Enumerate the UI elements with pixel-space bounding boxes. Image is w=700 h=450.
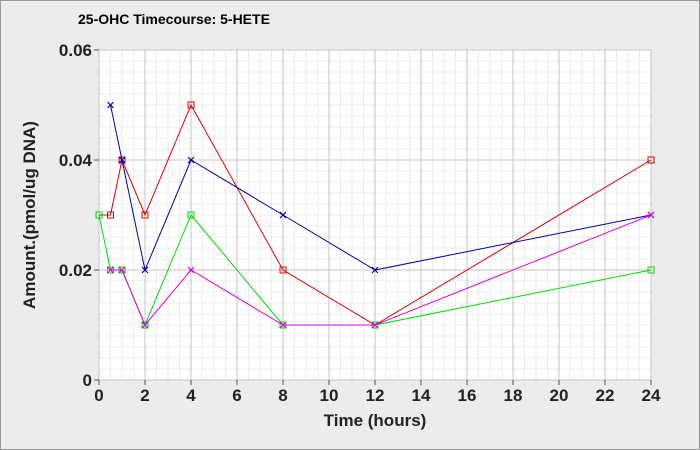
x-tick-label: 14 — [412, 386, 431, 405]
y-tick-label: 0.04 — [59, 151, 93, 170]
x-tick-label: 16 — [458, 386, 477, 405]
data-point — [371, 266, 379, 274]
x-tick-label: 8 — [278, 386, 287, 405]
x-axis-ticks: 0 2 4 6 8 10 12 14 16 18 20 22 24 — [94, 380, 661, 405]
data-point — [187, 156, 195, 164]
data-point — [118, 156, 126, 164]
data-point — [95, 211, 103, 219]
data-point — [187, 266, 195, 274]
data-point — [647, 266, 655, 274]
series-line — [99, 103, 652, 326]
x-tick-label: 12 — [366, 386, 385, 405]
data-point — [647, 211, 655, 219]
x-tick-label: 2 — [140, 386, 149, 405]
data-point — [107, 266, 114, 274]
series-3 — [107, 101, 655, 274]
x-tick-label: 18 — [504, 386, 523, 405]
data-point — [107, 211, 114, 219]
chart-title: 25-OHC Timecourse: 5-HETE — [78, 11, 270, 27]
data-point — [187, 101, 195, 109]
series-layer — [95, 101, 655, 329]
data-point — [118, 266, 126, 274]
data-point — [141, 321, 149, 329]
x-axis-label: Time (hours) — [324, 411, 427, 430]
x-tick-label: 24 — [642, 386, 661, 405]
data-point — [107, 101, 114, 109]
data-point — [279, 266, 287, 274]
series-4 — [107, 211, 655, 329]
data-point — [279, 321, 287, 329]
x-tick-label: 6 — [232, 386, 241, 405]
data-point — [371, 321, 379, 329]
data-point — [279, 211, 287, 219]
y-axis-ticks: 0 0.02 0.04 0.06 — [59, 41, 99, 390]
x-tick-label: 20 — [550, 386, 569, 405]
x-tick-label: 4 — [186, 386, 196, 405]
y-tick-label: 0.06 — [59, 41, 92, 60]
y-axis-label: Amount.(pmol/ug DNA) — [20, 121, 39, 309]
x-tick-label: 22 — [596, 386, 615, 405]
data-point — [141, 211, 149, 219]
data-point — [118, 156, 126, 164]
data-point — [187, 211, 195, 219]
y-tick-label: 0.02 — [59, 261, 92, 280]
x-tick-label: 0 — [94, 386, 103, 405]
data-point — [141, 266, 149, 274]
data-point — [647, 156, 655, 164]
y-tick-label: 0 — [83, 371, 92, 390]
x-tick-label: 10 — [320, 386, 339, 405]
data-point — [141, 321, 149, 329]
